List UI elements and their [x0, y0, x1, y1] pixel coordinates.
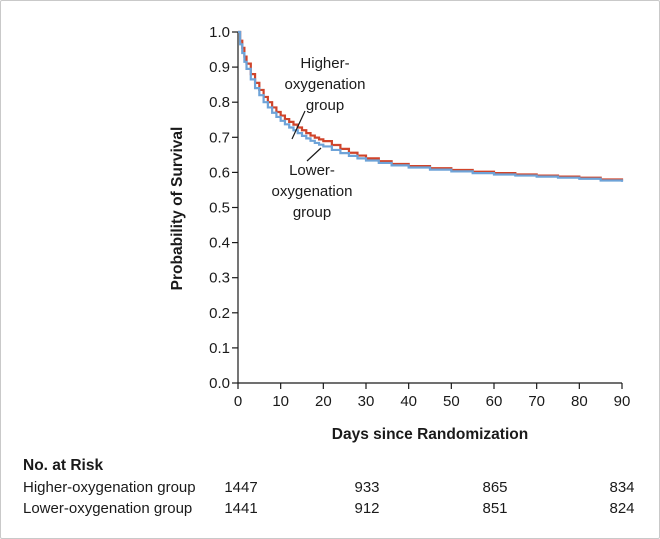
annotations: Higher-oxygenation group Lower-oxygenation… [272, 55, 366, 221]
x-tick-label: 70 [528, 393, 545, 410]
y-tick-label: 0.8 [209, 94, 230, 111]
risk-table: No. at Risk Higher-oxygenation group 144… [1, 453, 660, 533]
risk-row-label: Higher-oxygenation group [23, 479, 196, 496]
survival-chart: 0.0 0.1 0.2 0.3 0.4 0.5 0.6 0.7 0.8 0.9 1.0 0 10 20 30… [169, 24, 630, 443]
y-tick-label: 0.0 [209, 375, 230, 392]
x-tick-label: 90 [614, 393, 631, 410]
higher-oxygenation-line [238, 30, 624, 181]
x-tick-label: 40 [400, 393, 417, 410]
annotation-line: Higher- [300, 55, 349, 72]
x-tick-label: 50 [443, 393, 460, 410]
risk-value: 834 [609, 479, 635, 496]
risk-value: 865 [482, 479, 508, 496]
y-tick-label: 0.5 [209, 200, 230, 217]
y-tick-label: 0.4 [209, 235, 230, 252]
annotation-leader-line [291, 110, 306, 140]
risk-row-label: Lower-oxygenation group [23, 500, 193, 517]
x-tick-label: 30 [358, 393, 375, 410]
risk-value: 1441 [224, 500, 258, 517]
x-tick-label: 10 [272, 393, 289, 410]
risk-value: 1447 [224, 479, 258, 496]
y-tick-label: 0.3 [209, 270, 230, 287]
y-tick-label: 0.9 [209, 59, 230, 76]
risk-table-title: No. at Risk [23, 457, 104, 474]
annotation-line: group [293, 204, 331, 221]
axes: 0.0 0.1 0.2 0.3 0.4 0.5 0.6 0.7 0.8 0.9 1.0 0 10 20 30… [209, 24, 630, 410]
annotation-leader-line [306, 147, 322, 162]
y-tick-label: 0.7 [209, 129, 230, 146]
risk-value: 933 [354, 479, 380, 496]
risk-value: 824 [609, 500, 635, 517]
risk-value: 912 [354, 500, 380, 517]
annotation-line: Lower- [289, 162, 335, 179]
annotation-line: group [306, 97, 344, 114]
y-tick-label: 0.6 [209, 164, 230, 181]
y-tick-label: 1.0 [209, 24, 230, 41]
annotation-line: oxygenation [285, 76, 366, 93]
x-tick-label: 20 [315, 393, 332, 410]
x-tick-label: 60 [486, 393, 503, 410]
y-tick-label: 0.1 [209, 340, 230, 357]
annotation-line: oxygenation [272, 183, 353, 200]
y-axis-title: Probability of Survival [169, 127, 186, 291]
risk-row-lower: Lower-oxygenation group 1441 912 851 824 [1, 500, 660, 520]
y-tick-label: 0.2 [209, 305, 230, 322]
x-axis-title: Days since Randomization [332, 426, 528, 443]
risk-row-higher: Higher-oxygenation group 1447 933 865 83… [1, 479, 660, 499]
x-tick-label: 0 [234, 393, 242, 410]
risk-value: 851 [482, 500, 508, 517]
lower-oxygenation-line [238, 30, 624, 182]
series-lines [238, 30, 624, 182]
x-tick-label: 80 [571, 393, 588, 410]
